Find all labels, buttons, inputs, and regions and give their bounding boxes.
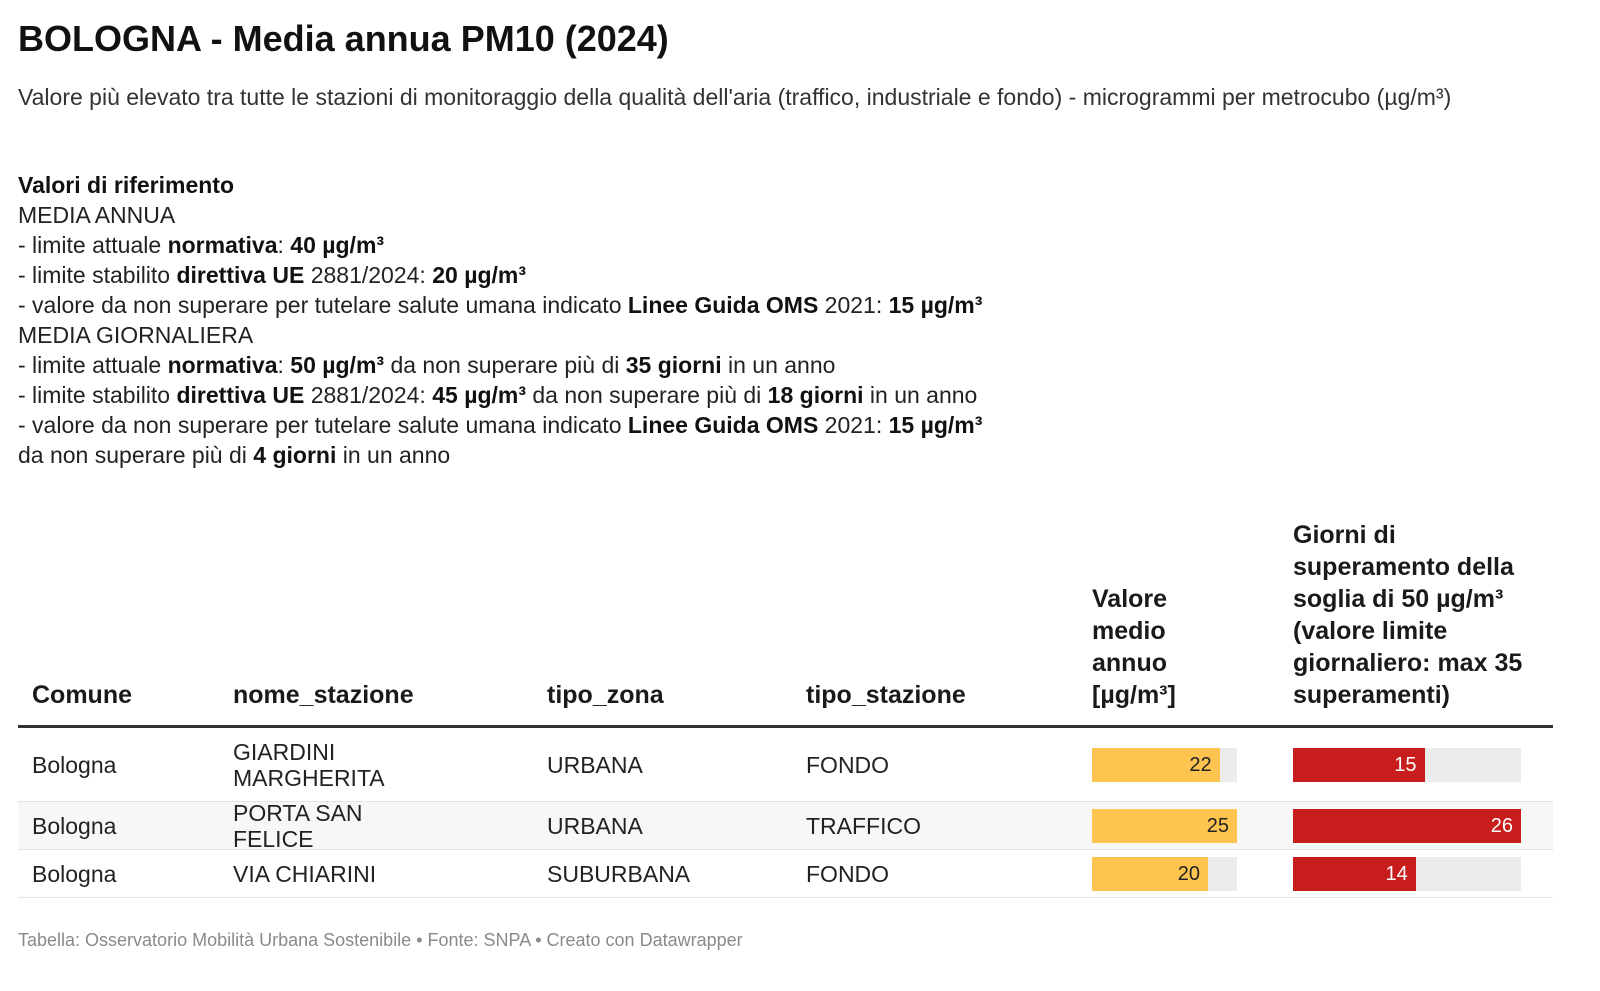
source-footer: Tabella: Osservatorio Mobilità Urbana So…: [18, 930, 743, 950]
chart-title: BOLOGNA - Media annua PM10 (2024): [18, 18, 669, 59]
note-text: 2881/2024:: [304, 382, 433, 408]
note-line: - limite stabilito direttiva UE 2881/202…: [18, 380, 982, 410]
bar-track-giorni-superamento: 26: [1293, 809, 1521, 843]
note-text: - limite stabilito: [18, 262, 177, 288]
bar-giorni-superamento: [1293, 809, 1521, 843]
bar-track-valore-medio: 20: [1092, 857, 1237, 891]
bar-label-valore-medio: 20: [1177, 863, 1200, 885]
note-text: in un anno: [863, 382, 978, 408]
note-line: - limite stabilito direttiva UE 2881/202…: [18, 260, 982, 290]
note-text: - limite attuale: [18, 352, 168, 378]
bar-valore-medio: [1092, 809, 1237, 843]
note-text-bold: 50 µg/m³: [290, 352, 385, 378]
note-text: in un anno: [336, 442, 451, 468]
table-header: Comune nome_stazione tipo_zona tipo_staz…: [18, 521, 1553, 728]
note-text: MEDIA GIORNALIERA: [18, 322, 254, 348]
data-table: Comune nome_stazione tipo_zona tipo_staz…: [18, 521, 1553, 898]
cell-tipo-stazione: TRAFFICO: [806, 812, 921, 839]
note-text: :: [277, 232, 291, 258]
table-row: Bologna GIARDINI MARGHERITA URBANA FONDO 22 1…: [18, 728, 1553, 802]
column-header-giorni-superamento[interactable]: Giorni di superamento della soglia di 50…: [1293, 521, 1523, 709]
cell-tipo-stazione: FONDO: [806, 860, 890, 887]
cell-tipo-zona: URBANA: [547, 812, 643, 839]
note-text: 2021:: [818, 292, 889, 318]
cell-comune: Bologna: [32, 812, 117, 839]
cell-nome-stazione: VIA CHIARINI: [233, 860, 377, 887]
reference-values-notes: Valori di riferimento MEDIA ANNUA - limite…: [18, 170, 982, 470]
cell-nome-stazione: PORTA SAN FELICE: [233, 799, 363, 852]
column-header-valore-medio[interactable]: Valore medio annuo [µg/m³]: [1092, 585, 1176, 709]
note-text-bold: 20 µg/m³: [432, 262, 526, 288]
cell-comune: Bologna: [32, 751, 117, 778]
bar-label-valore-medio: 25: [1206, 815, 1229, 837]
note-line: - limite attuale normativa: 50 µg/m³ da …: [18, 350, 982, 380]
note-text: 2021:: [818, 412, 889, 438]
chart-subtitle: Valore più elevato tra tutte le stazioni…: [18, 84, 1452, 110]
note-line: MEDIA GIORNALIERA: [18, 320, 982, 350]
note-text: da non superare più di: [526, 382, 768, 408]
bar-valore-medio: [1092, 748, 1220, 782]
note-text-bold: normativa: [167, 232, 278, 258]
note-text-bold: normativa: [167, 352, 278, 378]
note-text: da non superare più di: [384, 352, 626, 378]
cell-tipo-zona: SUBURBANA: [547, 860, 691, 887]
note-text: da non superare più di: [18, 442, 254, 468]
note-text-bold: 45 µg/m³: [432, 382, 526, 408]
note-text: - limite stabilito: [18, 382, 177, 408]
note-text: 2881/2024:: [304, 262, 433, 288]
note-text: - valore da non superare per tutelare sa…: [18, 292, 628, 318]
note-text-bold: Linee Guida OMS: [627, 292, 819, 318]
bar-track-valore-medio: 22: [1092, 748, 1237, 782]
note-line: Valori di riferimento: [18, 170, 982, 200]
note-line: - limite attuale normativa: 40 µg/m³: [18, 230, 982, 260]
cell-tipo-zona: URBANA: [547, 751, 643, 778]
table-row: Bologna PORTA SAN FELICE URBANA TRAFFICO 25 2…: [18, 799, 1553, 852]
note-text-bold: Valori di riferimento: [18, 172, 234, 198]
column-header-tipo-zona[interactable]: tipo_zona: [547, 681, 664, 709]
note-text-bold: 35 giorni: [625, 352, 722, 378]
bar-giorni-superamento: [1293, 748, 1425, 782]
note-text: - limite attuale: [18, 232, 168, 258]
column-header-nome-stazione[interactable]: nome_stazione: [233, 681, 414, 709]
bar-track-valore-medio: 25: [1092, 809, 1237, 843]
note-text-bold: direttiva UE: [176, 382, 305, 408]
note-text: - valore da non superare per tutelare sa…: [18, 412, 628, 438]
note-text: in un anno: [721, 352, 836, 378]
cell-nome-stazione: GIARDINI MARGHERITA: [233, 738, 385, 791]
note-text-bold: 40 µg/m³: [290, 232, 385, 258]
note-line: MEDIA ANNUA: [18, 200, 982, 230]
note-text: MEDIA ANNUA: [18, 202, 176, 228]
cell-tipo-stazione: FONDO: [806, 751, 890, 778]
table-row: Bologna VIA CHIARINI SUBURBANA FONDO 20 14: [18, 850, 1553, 898]
bar-track-giorni-superamento: 14: [1293, 857, 1521, 891]
bar-track-giorni-superamento: 15: [1293, 748, 1521, 782]
note-text-bold: 15 µg/m³: [888, 292, 983, 318]
note-text: :: [277, 352, 291, 378]
column-header-tipo-stazione[interactable]: tipo_stazione: [806, 681, 966, 709]
note-text-bold: Linee Guida OMS: [627, 412, 819, 438]
note-text-bold: 4 giorni: [253, 442, 337, 468]
bar-valore-medio: [1092, 857, 1208, 891]
bar-label-giorni-superamento: 15: [1394, 754, 1417, 776]
note-text-bold: 15 µg/m³: [888, 412, 983, 438]
table-body: Bologna GIARDINI MARGHERITA URBANA FONDO 22 1…: [18, 728, 1553, 898]
bar-label-giorni-superamento: 26: [1490, 815, 1513, 837]
note-line: - valore da non superare per tutelare sa…: [18, 410, 982, 440]
bar-label-giorni-superamento: 14: [1385, 863, 1408, 885]
cell-comune: Bologna: [32, 860, 117, 887]
note-line: - valore da non superare per tutelare sa…: [18, 290, 982, 320]
note-line: da non superare più di 4 giorni in un an…: [18, 440, 982, 470]
note-text-bold: 18 giorni: [767, 382, 864, 408]
column-header-comune[interactable]: Comune: [32, 681, 132, 709]
bar-label-valore-medio: 22: [1189, 754, 1212, 776]
note-text-bold: direttiva UE: [176, 262, 305, 288]
bar-giorni-superamento: [1293, 857, 1416, 891]
